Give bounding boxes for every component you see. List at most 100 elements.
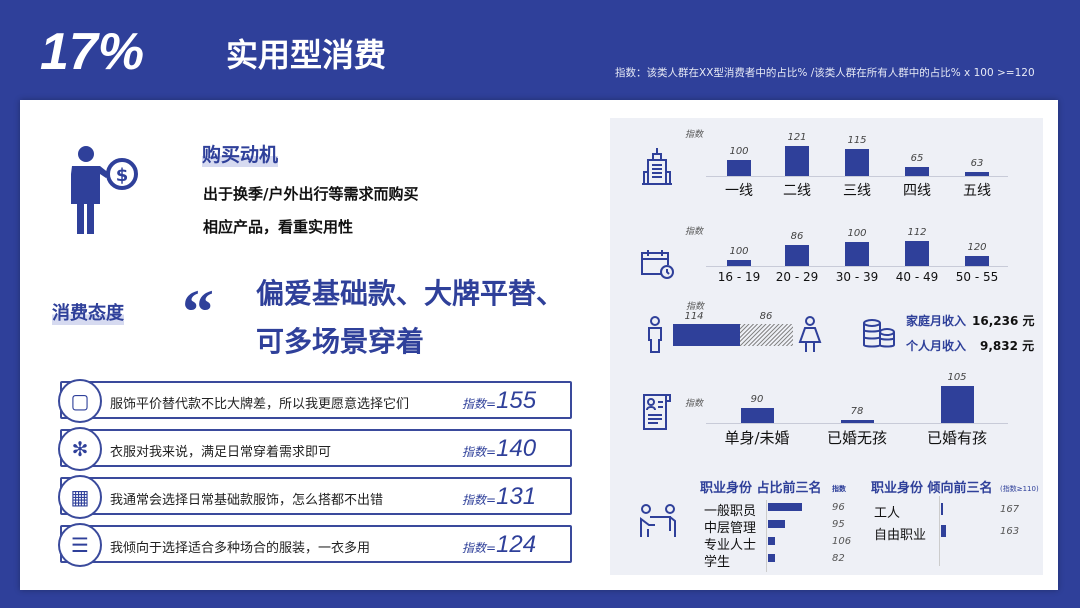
category-label: 40 - 49 (895, 270, 939, 284)
occupation-label: 自由职业 (874, 528, 927, 543)
bar-40 - 49 (905, 241, 929, 266)
motivation-heading: 购买动机 (202, 140, 279, 167)
svg-text:$: $ (116, 165, 129, 186)
occupation-axis (766, 500, 767, 572)
occupation-index: 95 (832, 519, 845, 530)
page-title: 实用型消费 (226, 36, 387, 74)
chart-axis (706, 176, 1008, 177)
category-label: 二线 (783, 183, 811, 199)
quote-mark-icon: “ (182, 276, 214, 347)
percent-figure: 17% (40, 23, 145, 81)
statement-text: 衣服对我来说，满足日常穿着需求即可 (110, 445, 332, 460)
statement-row: ✻ 衣服对我来说，满足日常穿着需求即可 指数=140 (58, 427, 572, 471)
occupation-bar (768, 503, 802, 511)
data-label: 100 (729, 246, 749, 257)
female-icon (798, 316, 822, 352)
motivation-line-1: 出于换季/户外出行等需求而购买 (203, 185, 419, 203)
occupation-bar (768, 520, 785, 528)
category-label: 30 - 39 (835, 270, 879, 284)
bar-16 - 19 (727, 260, 751, 266)
category-label: 四线 (903, 183, 931, 199)
bar-单身/未婚 (740, 408, 774, 423)
occupation-bar (768, 537, 775, 545)
index-label: 指数= (462, 541, 497, 555)
data-label: 115 (847, 135, 867, 146)
occupation-tendency-index-label: (指数≥110) (1000, 485, 1039, 493)
category-label: 50 - 55 (955, 270, 999, 284)
building-icon (642, 148, 672, 185)
category-label: 五线 (963, 183, 991, 199)
statement-index: 指数=131 (462, 483, 536, 511)
bar-female (740, 324, 793, 346)
bar-已婚有孩 (940, 386, 974, 423)
database-network-icon: ☰ (58, 523, 102, 567)
attitude-quote-line-1: 偏爱基础款、大牌平替、 (256, 277, 565, 310)
bar-三线 (845, 149, 869, 176)
category-label: 已婚有孩 (926, 429, 987, 447)
occupation-label: 一般职员 (704, 504, 757, 519)
index-value: 124 (496, 531, 537, 558)
category-label: 已婚无孩 (826, 429, 887, 447)
statement-text: 服饰平价替代款不比大牌差，所以我更愿意选择它们 (110, 397, 410, 412)
y-axis-label: 指数 (685, 227, 704, 237)
occupation-label: 工人 (874, 506, 901, 521)
occupation-label: 中层管理 (704, 521, 757, 536)
family-income-value: 16,236 元 (972, 314, 1035, 328)
occupation-index: 96 (832, 502, 845, 513)
occupation-bar (941, 525, 946, 537)
statement-row: ▦ 我通常会选择日常基础款服饰，怎么搭都不出错 指数=131 (58, 475, 572, 519)
bar-二线 (785, 146, 809, 176)
index-label: 指数= (462, 397, 497, 411)
data-label: 112 (907, 227, 927, 238)
attitude-heading: 消费态度 (52, 299, 124, 325)
y-axis-label: 指数 (685, 399, 704, 409)
occupation-bar (941, 503, 943, 515)
bar-30 - 39 (845, 242, 869, 266)
category-label: 一线 (725, 183, 753, 199)
bar-已婚无孩 (840, 420, 874, 423)
occupation-index: 82 (832, 553, 845, 564)
personal-income-label: 个人月收入 (906, 339, 967, 353)
index-value: 155 (496, 387, 537, 414)
family-income-label: 家庭月收入 (906, 314, 967, 328)
box-icon: ▢ (58, 379, 102, 423)
statement-index: 指数=140 (462, 435, 536, 463)
index-note: 指数：该类人群在XX型消费者中的占比% /该类人群在所有人群中的占比% x 10… (615, 67, 1035, 79)
data-label: 63 (970, 158, 984, 169)
statement-text: 我倾向于选择适合多种场合的服装，一衣多用 (110, 541, 371, 556)
occupation-index: 106 (832, 536, 852, 547)
chart-axis (706, 423, 1008, 424)
category-label: 三线 (843, 183, 871, 199)
bar-male (673, 324, 740, 346)
data-label: 105 (947, 372, 967, 383)
occupation-label: 学生 (704, 555, 731, 570)
data-label: 100 (729, 146, 749, 157)
category-label: 20 - 29 (775, 270, 819, 284)
category-label: 16 - 19 (717, 270, 761, 284)
bar-20 - 29 (785, 245, 809, 266)
data-label: 90 (750, 394, 764, 405)
occupation-index: 163 (1000, 526, 1020, 537)
data-label-female: 86 (759, 311, 773, 322)
male-icon (648, 316, 662, 353)
data-label: 78 (850, 406, 864, 417)
occupation-share-title: 职业身份 占比前三名 (700, 481, 822, 496)
office-worker-icon (640, 504, 676, 537)
data-label: 100 (847, 228, 867, 239)
coins-icon (863, 319, 895, 348)
index-value: 131 (496, 483, 537, 510)
index-value: 140 (496, 435, 537, 462)
occupation-share-index-label: 指数 (832, 485, 846, 493)
attitude-quote-line-2: 可多场景穿着 (256, 325, 425, 358)
demographics-panel (610, 118, 1043, 575)
calendar-clock-icon (641, 250, 674, 279)
index-label: 指数= (462, 493, 497, 507)
motivation-line-2: 相应产品，看重实用性 (203, 218, 354, 236)
statement-index: 指数=155 (462, 387, 536, 415)
statement-row: ▢ 服饰平价替代款不比大牌差，所以我更愿意选择它们 指数=155 (58, 379, 572, 423)
statement-index: 指数=124 (462, 531, 536, 559)
y-axis-label: 指数 (686, 302, 705, 312)
occupation-label: 专业人士 (704, 538, 757, 553)
businessman-coin-icon: $ (71, 146, 138, 234)
index-label: 指数= (462, 445, 497, 459)
